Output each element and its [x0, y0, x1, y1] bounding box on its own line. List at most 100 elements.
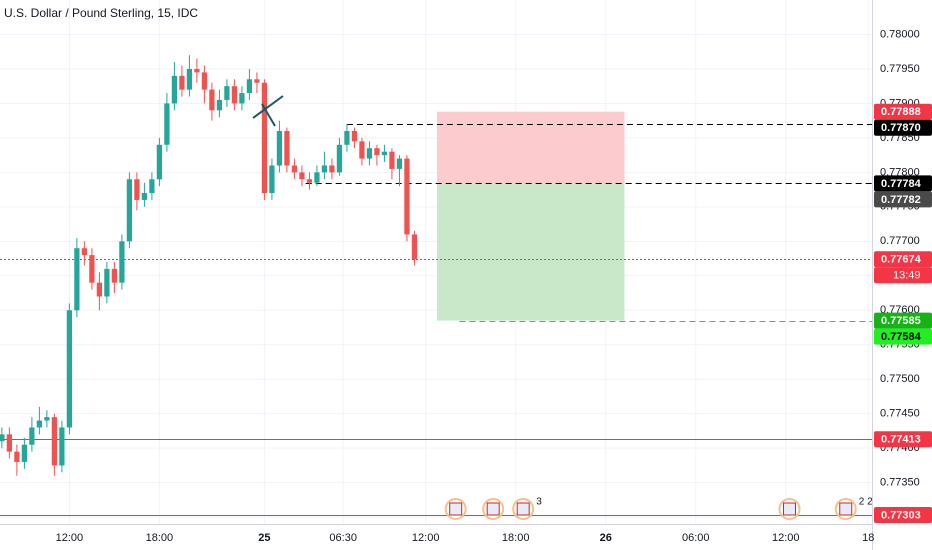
x-tick-label: 12:00: [56, 532, 84, 544]
x-tick-label: 18:00: [502, 532, 530, 544]
x-tick-label: 26: [600, 532, 612, 544]
candle-body: [179, 75, 185, 90]
x-tick-label: 06:30: [329, 532, 357, 544]
price-badge: [874, 119, 932, 136]
stop-zone: [436, 111, 625, 184]
event-flag: [516, 502, 530, 516]
price-badge-label: 0.77413: [881, 434, 921, 446]
candle-body: [194, 68, 200, 73]
candle-body: [246, 79, 253, 94]
y-tick-label: 0.77950: [880, 63, 920, 75]
y-tick-label: 0.77450: [880, 408, 920, 420]
event-flag: [449, 502, 463, 516]
candle-body: [284, 131, 290, 166]
countdown-label: 13:49: [893, 270, 921, 282]
candle-body: [141, 193, 148, 200]
x-tick-label: 06:00: [682, 532, 710, 544]
target-zone: [436, 183, 625, 321]
x-tick-label: 18: [862, 532, 874, 544]
candle-body: [389, 151, 395, 169]
candle-body: [89, 255, 95, 283]
candle-body: [134, 179, 140, 200]
candle-body: [44, 417, 50, 421]
price-badge-label: 0.77584: [881, 331, 922, 343]
candle-body: [81, 248, 88, 256]
candle-body: [366, 148, 373, 159]
candle-body: [381, 151, 388, 156]
candle-body: [329, 165, 335, 173]
price-badge-label: 0.77782: [881, 194, 921, 206]
candle-body: [171, 75, 178, 104]
event-count: 2 2: [859, 497, 873, 508]
event-count: 3: [536, 497, 542, 508]
plot: 3 2 2: [0, 55, 873, 520]
y-tick-label: 0.77800: [880, 166, 920, 178]
candle-body: [29, 427, 35, 445]
candle-body: [336, 144, 343, 173]
price-badge-label: 0.77303: [881, 509, 921, 521]
candle-body: [374, 148, 380, 156]
candle-body: [261, 82, 268, 194]
x-tick-label: 25: [258, 532, 270, 544]
candle-body: [359, 141, 365, 159]
axes: 0.773000.773500.774000.774500.775000.775…: [56, 28, 932, 544]
candle-body: [0, 434, 5, 442]
cross-drawing: [252, 95, 284, 127]
price-badge: [874, 191, 932, 208]
candle-body: [14, 451, 20, 462]
candle-body: [231, 86, 238, 104]
candle-body: [126, 179, 133, 242]
candle-body: [186, 68, 193, 90]
event-flag: [839, 502, 853, 516]
price-badge: [874, 175, 932, 192]
candle-body: [291, 165, 298, 173]
candle-body: [51, 417, 58, 466]
candle-body: [411, 234, 418, 260]
x-tick-label: 18:00: [146, 532, 174, 544]
chart-title: U.S. Dollar / Pound Sterling, 15, IDC: [4, 6, 198, 20]
candle-body: [306, 179, 313, 183]
price-badge: [874, 312, 932, 329]
candle-body: [156, 144, 163, 180]
candle-body: [276, 131, 283, 166]
candle-body: [164, 103, 170, 145]
candle-body: [6, 434, 13, 452]
event-flag: [782, 502, 796, 516]
candle-body: [21, 444, 28, 462]
candle-body: [254, 79, 260, 83]
candle-body: [239, 93, 245, 104]
candle-body: [224, 86, 230, 100]
y-tick-label: 0.78000: [880, 28, 920, 40]
y-tick-label: 0.77500: [880, 373, 920, 385]
candle-body: [314, 172, 320, 183]
candle-body: [36, 420, 43, 428]
price-badge: [874, 328, 932, 345]
price-badge: [874, 103, 932, 120]
price-badge-label: 0.77784: [881, 178, 922, 190]
candle-body: [269, 165, 275, 194]
price-badge: [874, 507, 932, 524]
candle-body: [96, 282, 103, 297]
x-tick-label: 12:00: [412, 532, 440, 544]
candle-body: [216, 99, 223, 111]
candle-body: [111, 268, 118, 283]
candle-body: [66, 310, 73, 428]
candle-body: [396, 158, 403, 169]
candle-body: [104, 268, 110, 297]
y-tick-label: 0.77350: [880, 477, 920, 489]
price-badge-label: 0.77870: [881, 122, 921, 134]
candle-body: [59, 427, 65, 466]
price-badge-label: 0.77674: [881, 254, 922, 266]
price-badge: [874, 431, 932, 448]
price-badge: [874, 251, 932, 268]
candle-body: [404, 158, 410, 235]
countdown-badge: [874, 267, 932, 284]
y-tick-label: 0.77700: [880, 235, 920, 247]
candle-body: [74, 248, 80, 311]
price-badge-label: 0.77585: [881, 315, 921, 327]
candle-body: [351, 131, 358, 142]
price-badge-label: 0.77888: [881, 106, 921, 118]
candle-body: [149, 179, 155, 194]
event-flag: [486, 502, 500, 516]
